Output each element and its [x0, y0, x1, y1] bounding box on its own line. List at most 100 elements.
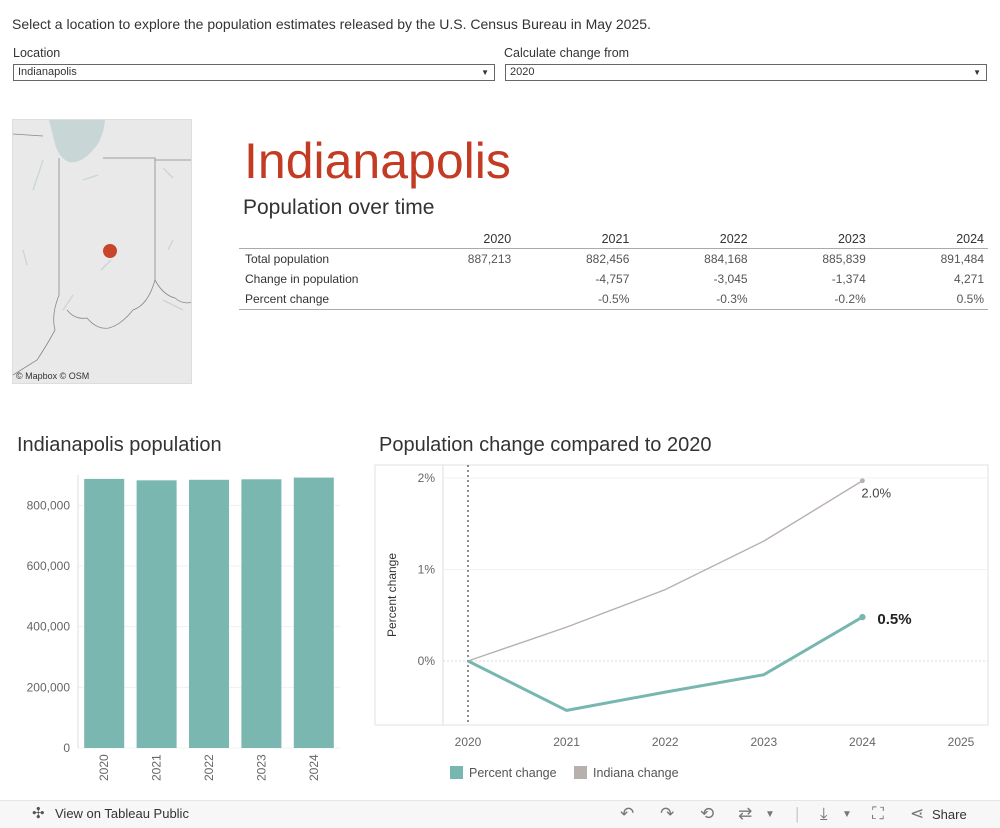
- column-header: 2022: [633, 230, 752, 249]
- undo-icon[interactable]: ↶: [620, 804, 635, 823]
- city-marker: [103, 244, 117, 258]
- download-icon[interactable]: ⤓: [820, 804, 828, 823]
- table-cell: 884,168: [704, 252, 748, 266]
- share-button[interactable]: Share: [932, 807, 967, 822]
- y-tick-label: 0: [63, 741, 70, 755]
- share-icon[interactable]: ⋖: [910, 804, 925, 823]
- x-tick-label: 2024: [307, 754, 321, 781]
- y-tick-label: 1%: [418, 563, 436, 577]
- legend-label: Percent change: [469, 766, 557, 780]
- location-value: Indianapolis: [18, 66, 77, 78]
- table-cell: -4,757: [595, 272, 630, 286]
- chevron-down-icon: ▼: [481, 68, 489, 77]
- city-title: Indianapolis: [244, 133, 511, 189]
- view-on-tableau-link[interactable]: View on Tableau Public: [55, 806, 189, 821]
- bar: [136, 480, 177, 748]
- location-map[interactable]: © Mapbox © OSM: [12, 119, 192, 384]
- x-tick-label: 2020: [97, 754, 111, 781]
- table-cell: 887,213: [467, 252, 512, 266]
- redo-icon[interactable]: ↷: [660, 804, 675, 823]
- column-header: 2024: [869, 230, 988, 249]
- y-axis-label: Percent change: [385, 553, 399, 637]
- line-chart-legend: Percent change Indiana change: [450, 766, 693, 780]
- y-tick-label: 2%: [418, 471, 436, 485]
- location-label: Location: [13, 46, 61, 60]
- map-attribution[interactable]: © Mapbox © OSM: [16, 371, 90, 381]
- table-cell: 891,484: [940, 252, 984, 266]
- table-row: Total population 887,213 882,456 884,168…: [239, 249, 988, 270]
- bar: [189, 479, 229, 748]
- end-label: 2.0%: [861, 486, 891, 501]
- refresh-icon[interactable]: ⇄: [738, 804, 753, 823]
- y-tick-label: 400,000: [27, 620, 71, 634]
- legend-label: Indiana change: [593, 766, 679, 780]
- table-cell: 885,839: [822, 252, 866, 266]
- table-cell: [397, 289, 516, 310]
- table-header-row: 2020 2021 2022 2023 2024: [239, 230, 988, 249]
- x-tick-label: 2022: [202, 754, 216, 781]
- revert-icon[interactable]: ⟲: [700, 804, 715, 823]
- table-row: Change in population -4,757 -3,045 -1,37…: [239, 269, 988, 289]
- column-header: 2021: [515, 230, 634, 249]
- row-label: Percent change: [239, 289, 397, 310]
- x-tick-label: 2025: [948, 735, 975, 749]
- x-tick-label: 2024: [849, 735, 876, 749]
- table-cell: 4,271: [953, 272, 984, 286]
- bar: [241, 479, 282, 748]
- intro-text: Select a location to explore the populat…: [12, 16, 651, 32]
- tableau-logo-icon: ✣: [32, 805, 45, 822]
- location-dropdown[interactable]: Indianapolis ▼: [13, 64, 495, 81]
- y-tick-label: 800,000: [27, 498, 71, 512]
- column-header: 2023: [751, 230, 870, 249]
- x-tick-label: 2021: [150, 754, 164, 781]
- table-cell: -3,045: [713, 272, 748, 286]
- legend-swatch: [450, 766, 463, 779]
- legend-item-percent-change[interactable]: Percent change: [450, 766, 557, 780]
- series-line: [467, 480, 863, 662]
- y-tick-label: 0%: [418, 654, 436, 668]
- x-tick-label: 2023: [750, 735, 777, 749]
- legend-swatch: [574, 766, 588, 779]
- end-point: [859, 613, 866, 621]
- chevron-down-icon: ▼: [973, 68, 981, 77]
- table-cell: -1,374: [831, 272, 866, 286]
- series-line: [467, 615, 864, 712]
- population-table: 2020 2021 2022 2023 2024 Total populatio…: [239, 230, 988, 310]
- row-label: Change in population: [245, 272, 359, 286]
- table-cell: -0.3%: [633, 289, 752, 310]
- plot-frame: [374, 464, 989, 726]
- chevron-down-icon[interactable]: ▼: [765, 809, 775, 820]
- header-blank: [239, 230, 397, 249]
- table-cell: -0.2%: [751, 289, 870, 310]
- map-graphic: [13, 120, 191, 383]
- legend-item-indiana-change[interactable]: Indiana change: [574, 766, 679, 780]
- bar-chart-title: Indianapolis population: [17, 434, 222, 456]
- change-from-label: Calculate change from: [504, 46, 630, 60]
- tableau-toolbar: ✣ View on Tableau Public ↶ ↷ ⟲ ⇄ ▼ | ⤓ ▼…: [0, 800, 1000, 828]
- table-cell: -0.5%: [515, 289, 634, 310]
- row-label: Total population: [245, 252, 330, 266]
- line-chart-title: Population change compared to 2020: [379, 434, 712, 456]
- fullscreen-icon[interactable]: ⛶: [872, 804, 884, 823]
- y-tick-label: 600,000: [27, 559, 71, 573]
- x-tick-label: 2023: [254, 754, 268, 781]
- table-row: Percent change -0.5% -0.3% -0.2% 0.5%: [239, 289, 988, 310]
- bar: [84, 478, 125, 748]
- table-cell: 0.5%: [869, 289, 988, 310]
- column-header: 2020: [397, 230, 516, 249]
- bar: [293, 477, 334, 748]
- x-tick-label: 2022: [652, 735, 679, 749]
- table-title: Population over time: [243, 196, 435, 219]
- toolbar-divider: |: [795, 804, 800, 823]
- end-point: [860, 478, 865, 484]
- end-label: 0.5%: [877, 611, 911, 628]
- table-cell: [397, 269, 515, 289]
- chevron-down-icon[interactable]: ▼: [842, 809, 852, 820]
- x-tick-label: 2020: [455, 735, 482, 749]
- change-from-dropdown[interactable]: 2020 ▼: [505, 64, 987, 81]
- population-bar-chart: 0 200,000 400,000 600,000 800,000 2020 2021 202…: [27, 475, 340, 781]
- y-tick-label: 200,000: [27, 680, 71, 694]
- population-change-line-chart: 0% 1% 2% Percent change 2020 2021 2022 2023 2024…: [374, 464, 989, 749]
- table-cell: 882,456: [585, 252, 630, 266]
- x-tick-label: 2021: [553, 735, 580, 749]
